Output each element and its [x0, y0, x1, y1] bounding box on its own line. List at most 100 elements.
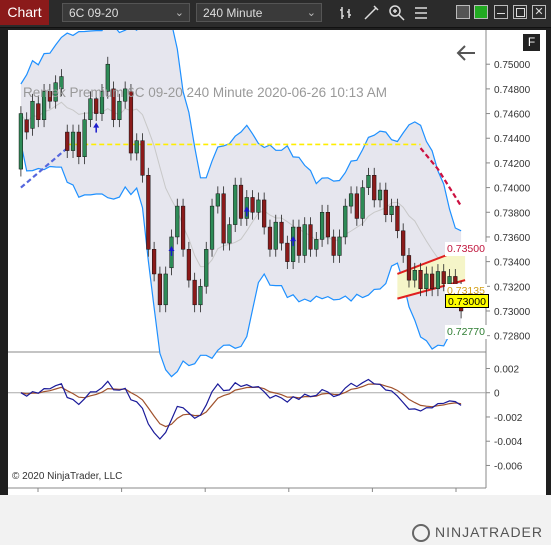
price-tag-current: 0.73000 [445, 294, 489, 308]
candle-body [337, 236, 342, 256]
candle-body [372, 175, 377, 201]
chevron-down-icon: ⌄ [306, 7, 316, 19]
channel-fill [397, 248, 466, 299]
blue-trend-line [20, 147, 68, 189]
candle-body [418, 270, 423, 290]
buy-signal-arrow [243, 206, 250, 212]
buy-signal-arrow [93, 122, 100, 128]
osc-axis-label: 0.002 [494, 364, 519, 375]
candle-body [152, 249, 157, 275]
ninjatrader-logo: NINJATRADER [412, 524, 543, 543]
candle-body [296, 226, 302, 256]
price-axis-label: 0.73800 [494, 208, 531, 219]
osc-axis-label: -0.006 [494, 461, 523, 472]
candle-body [395, 205, 400, 232]
brand-name: NINJATRADER [435, 524, 543, 540]
candle-body [441, 271, 446, 285]
chart-header-text: Remek Premium 6C 09-20 240 Minute 2020-0… [23, 85, 387, 100]
candle-body [134, 140, 139, 154]
candle-body [53, 82, 58, 102]
fast-oscillator-line [20, 378, 462, 440]
arrow-left-icon[interactable] [455, 44, 477, 62]
candle-body [47, 91, 52, 102]
candle-body [262, 199, 267, 228]
candle-body [279, 221, 284, 244]
bars-type-icon[interactable] [338, 4, 356, 22]
close-icon[interactable]: ✕ [532, 5, 546, 19]
window-color-gray-button[interactable] [456, 5, 470, 19]
candle-body [123, 88, 128, 102]
maximize-button[interactable] [513, 5, 527, 19]
instrument-selector[interactable]: 6C 09-20 ⌄ [62, 3, 190, 22]
properties-icon[interactable] [412, 4, 430, 22]
candle-body [221, 193, 226, 244]
interval-selector[interactable]: 240 Minute ⌄ [196, 3, 322, 22]
candle-body [70, 131, 76, 151]
price-axis-label: 0.74200 [494, 159, 531, 170]
price-axis-label: 0.74000 [494, 184, 531, 195]
candle-body [285, 242, 290, 262]
candle-body [24, 119, 29, 133]
candle-body [65, 131, 70, 151]
osc-axis-label: -0.002 [494, 413, 523, 424]
candle-body [163, 273, 168, 306]
candle-body [302, 224, 307, 256]
candle-body [267, 226, 273, 250]
minimize-button[interactable] [494, 5, 508, 19]
candle-body [325, 212, 330, 238]
candle-body [250, 197, 255, 213]
candle-body [59, 76, 64, 90]
candle-body [76, 131, 81, 157]
candle-body [180, 205, 186, 250]
drawing-tool-icon[interactable] [362, 4, 380, 22]
candle-body [412, 270, 417, 281]
price-axis-label: 0.72800 [494, 332, 531, 343]
chart-panel[interactable]: 0.75000 0.74800 0.74600 0.74400 0.74200 0.740… [8, 30, 546, 495]
osc-axis-label: -0.004 [494, 437, 523, 448]
price-axis-label: 0.73600 [494, 233, 531, 244]
candle-body [146, 175, 151, 250]
candle-body [140, 140, 145, 176]
candle-body [256, 199, 261, 213]
price-axis-label: 0.75000 [494, 60, 531, 71]
candle-body [406, 255, 412, 281]
candle-body [319, 212, 325, 240]
price-axis-label: 0.73000 [494, 307, 531, 318]
candle-body [94, 98, 99, 114]
footer-bar: NINJATRADER [0, 495, 551, 545]
price-chart[interactable]: 0.75000 0.74800 0.74600 0.74400 0.74200 0.740… [8, 30, 546, 495]
red-trend-line [419, 147, 463, 207]
candle-body [99, 91, 105, 114]
window-color-green-button[interactable] [474, 5, 488, 19]
band-upper [20, 30, 462, 232]
candle-body [401, 230, 406, 256]
candle-body [424, 273, 429, 290]
f-button[interactable]: F [523, 34, 540, 51]
candle-body [209, 205, 215, 250]
buy-signal-arrow [290, 236, 297, 242]
zoom-icon[interactable] [388, 4, 406, 22]
candle-body [360, 187, 365, 219]
toolbar: Chart 6C 09-20 ⌄ 240 Minute ⌄ ✕ [0, 0, 551, 28]
interval-value: 240 Minute [203, 6, 263, 20]
candle-body [377, 189, 383, 201]
candle-body [157, 273, 163, 306]
chart-tab[interactable]: Chart [0, 0, 49, 25]
candle-body [30, 100, 35, 129]
candle-body [41, 91, 47, 120]
instrument-value: 6C 09-20 [69, 6, 119, 20]
candle-body [233, 184, 238, 225]
candle-body [435, 271, 441, 290]
candle-body [308, 224, 313, 250]
chevron-down-icon: ⌄ [174, 7, 184, 19]
candle-body [430, 273, 435, 290]
candle-body [354, 193, 359, 219]
candle-body [383, 189, 388, 215]
slow-oscillator-line [20, 383, 462, 428]
candle-body [192, 279, 197, 306]
candle-body [447, 276, 452, 285]
candle-body [343, 205, 348, 238]
osc-axis-label: 0 [494, 389, 500, 400]
candle-body [105, 63, 110, 92]
price-axis-label: 0.74600 [494, 110, 531, 121]
